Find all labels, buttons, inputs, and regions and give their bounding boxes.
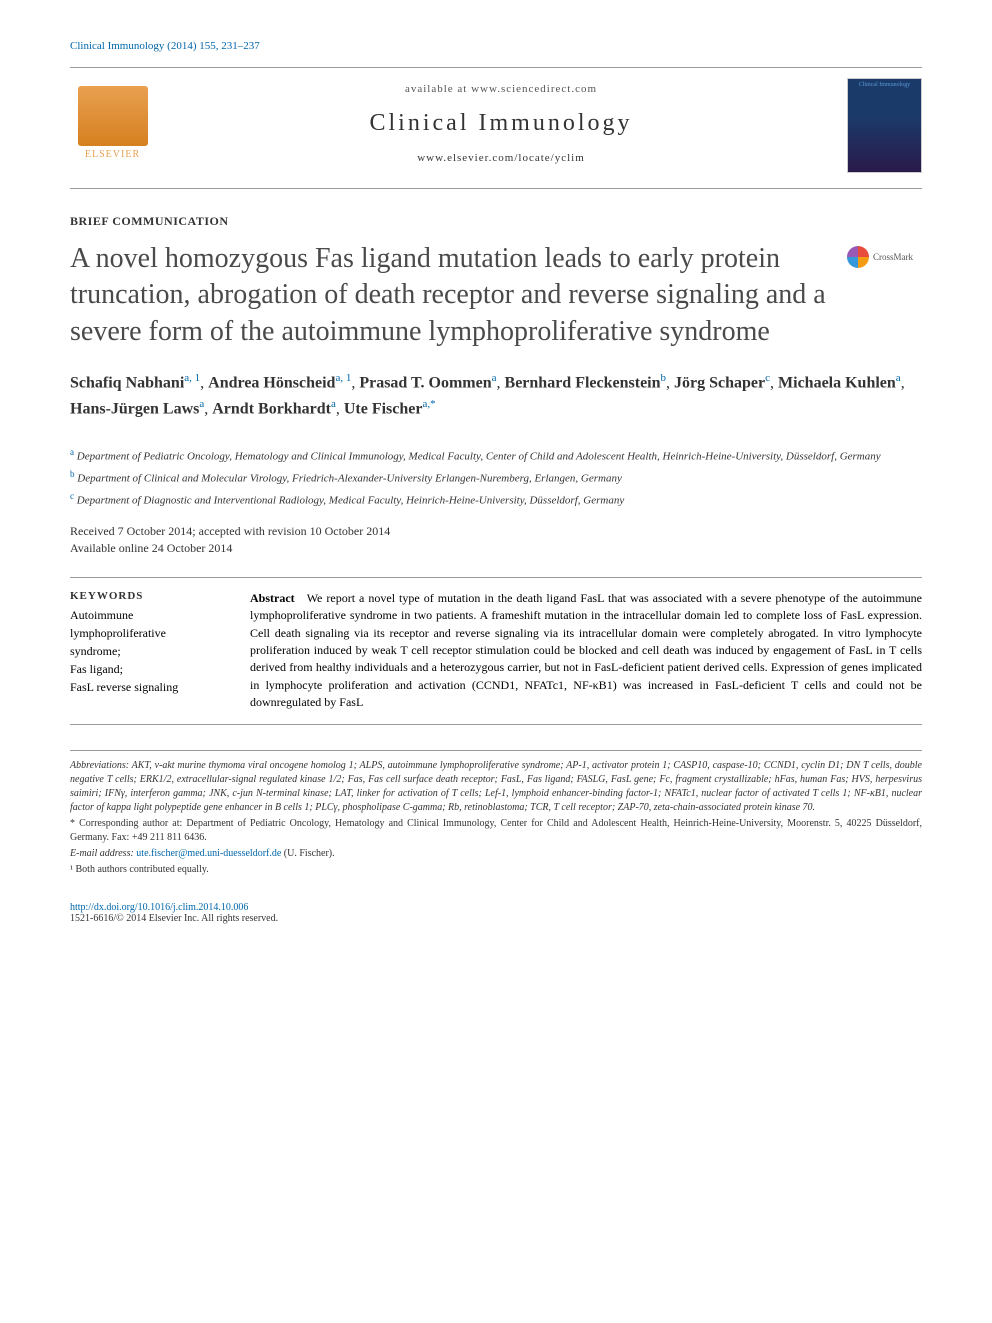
available-at-text: available at www.sciencedirect.com <box>175 83 827 95</box>
journal-cover-thumbnail: Clinical Immunology <box>847 78 922 173</box>
keyword-item: Autoimmune <box>70 606 235 624</box>
author: Ute Fischer <box>344 400 423 417</box>
author-affil-sup: a, 1 <box>335 372 351 384</box>
keyword-item: syndrome; <box>70 642 235 660</box>
elsevier-label: ELSEVIER <box>85 149 140 160</box>
authors-list: Schafiq Nabhania, 1, Andrea Hönscheida, … <box>70 370 922 421</box>
author: Hans-Jürgen Laws <box>70 400 199 417</box>
article-dates: Received 7 October 2014; accepted with r… <box>70 523 922 557</box>
author-affil-sup: a, 1 <box>184 372 200 384</box>
author: Jörg Schaper <box>674 375 765 392</box>
citation-line: Clinical Immunology (2014) 155, 231–237 <box>70 40 922 52</box>
journal-url[interactable]: www.elsevier.com/locate/yclim <box>175 152 827 164</box>
author-affil-sup: a <box>199 398 204 410</box>
affiliation: c Department of Diagnostic and Intervent… <box>70 490 922 509</box>
article-type: BRIEF COMMUNICATION <box>70 214 922 229</box>
available-date: Available online 24 October 2014 <box>70 540 922 557</box>
author: Arndt Borkhardt <box>212 400 331 417</box>
elsevier-tree-icon <box>78 86 148 146</box>
abstract-body: We report a novel type of mutation in th… <box>250 591 922 709</box>
keywords-abstract-row: KEYWORDS Autoimmunelymphoproliferativesy… <box>70 577 922 725</box>
cover-label: Clinical Immunology <box>851 82 918 88</box>
author-affil-sup: b <box>661 372 667 384</box>
copyright-line: 1521-6616/© 2014 Elsevier Inc. All right… <box>70 913 922 924</box>
title-row: A novel homozygous Fas ligand mutation l… <box>70 241 922 370</box>
author: Schafiq Nabhani <box>70 375 184 392</box>
keyword-item: Fas ligand; <box>70 660 235 678</box>
crossmark-badge[interactable]: CrossMark <box>847 246 922 268</box>
corresponding-author-footnote: * Corresponding author at: Department of… <box>70 817 922 845</box>
author-affil-sup: a,* <box>422 398 435 410</box>
footnotes: Abbreviations: AKT, v-akt murine thymoma… <box>70 750 922 877</box>
journal-name: Clinical Immunology <box>175 110 827 137</box>
keyword-item: lymphoproliferative <box>70 624 235 642</box>
journal-header: ELSEVIER available at www.sciencedirect.… <box>70 67 922 189</box>
elsevier-logo: ELSEVIER <box>70 78 155 168</box>
author-affil-sup: c <box>765 372 770 384</box>
keywords-column: KEYWORDS Autoimmunelymphoproliferativesy… <box>70 578 250 724</box>
keyword-item: FasL reverse signaling <box>70 678 235 696</box>
equal-contribution-footnote: ¹ Both authors contributed equally. <box>70 863 922 877</box>
email-link[interactable]: ute.fischer@med.uni-duesseldorf.de <box>136 848 281 859</box>
crossmark-icon <box>847 246 869 268</box>
email-footnote: E-mail address: ute.fischer@med.uni-dues… <box>70 847 922 861</box>
abstract-text: Abstract We report a novel type of mutat… <box>250 590 922 712</box>
article-title: A novel homozygous Fas ligand mutation l… <box>70 241 827 350</box>
abstract-column: Abstract We report a novel type of mutat… <box>250 578 922 724</box>
received-date: Received 7 October 2014; accepted with r… <box>70 523 922 540</box>
author: Prasad T. Oommen <box>359 375 491 392</box>
crossmark-label: CrossMark <box>873 252 913 262</box>
keywords-heading: KEYWORDS <box>70 590 235 602</box>
author-affil-sup: a <box>331 398 336 410</box>
abbreviations-footnote: Abbreviations: AKT, v-akt murine thymoma… <box>70 759 922 815</box>
author: Andrea Hönscheid <box>208 375 335 392</box>
author: Bernhard Fleckenstein <box>505 375 661 392</box>
author-affil-sup: a <box>492 372 497 384</box>
affiliation: a Department of Pediatric Oncology, Hema… <box>70 446 922 465</box>
abstract-label: Abstract <box>250 591 295 605</box>
affiliations-list: a Department of Pediatric Oncology, Hema… <box>70 446 922 509</box>
author-affil-sup: a <box>896 372 901 384</box>
doi-link[interactable]: http://dx.doi.org/10.1016/j.clim.2014.10… <box>70 902 922 913</box>
affiliation: b Department of Clinical and Molecular V… <box>70 468 922 487</box>
author: Michaela Kuhlen <box>778 375 896 392</box>
journal-center: available at www.sciencedirect.com Clini… <box>155 78 847 169</box>
